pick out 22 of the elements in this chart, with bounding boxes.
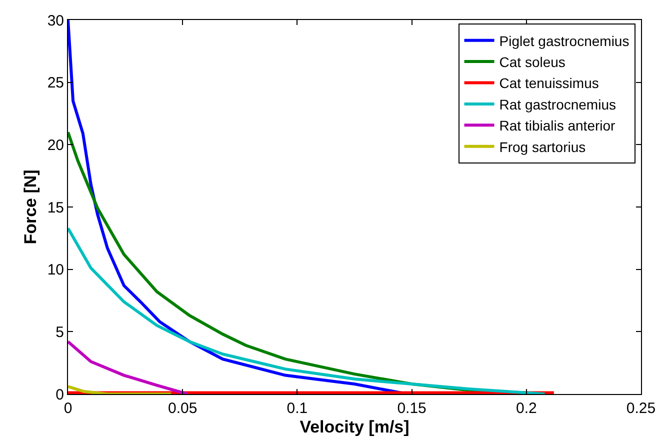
x-tick-label: 0.1 xyxy=(286,400,308,417)
x-tick-label: 0.2 xyxy=(516,400,537,417)
legend-label: Rat gastrocnemius xyxy=(499,96,616,112)
y-tick-label: 10 xyxy=(47,262,64,279)
legend-label: Cat soleus xyxy=(499,54,566,70)
y-tick-label: 0 xyxy=(56,386,64,404)
line-series xyxy=(68,226,546,394)
y-axis-title: Force [N] xyxy=(20,170,40,244)
y-tick-label: 25 xyxy=(47,74,64,92)
y-tick-label: 20 xyxy=(47,136,64,154)
legend-label: Piglet gastrocnemius xyxy=(499,32,630,49)
x-tick-label: 0.05 xyxy=(168,400,198,417)
legend-label: Cat tenuissimus xyxy=(499,75,599,92)
y-tick-label: 15 xyxy=(47,199,64,216)
x-tick-label: 0.15 xyxy=(397,400,426,417)
y-tick-label: 30 xyxy=(47,12,64,30)
legend-label: Rat tibialis anterior xyxy=(499,118,616,134)
legend-label: Frog sartorius xyxy=(499,138,586,155)
line-series xyxy=(68,340,189,394)
x-tick-label: 0.25 xyxy=(626,400,656,417)
x-axis-title: Velocity [m/s] xyxy=(300,417,410,436)
y-tick-label: 5 xyxy=(56,324,64,341)
